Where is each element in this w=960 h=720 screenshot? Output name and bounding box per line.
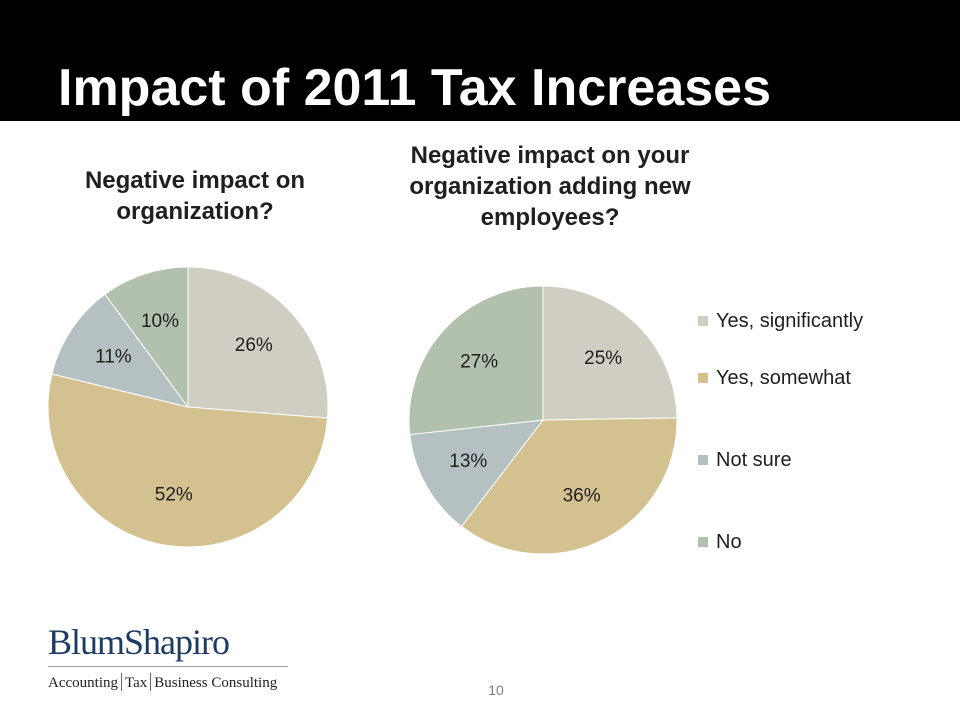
pie-slice-no: [408, 285, 544, 436]
data-label-not-sure: 11%: [95, 346, 132, 367]
legend-label: Yes, somewhat: [716, 366, 851, 389]
page-number: 10: [488, 682, 504, 698]
pie-slice-yes-somewhat: [47, 373, 329, 548]
company-logo: BlumShapiro Accounting Tax Business Consul…: [48, 622, 288, 692]
data-label-yes-significantly: 25%: [584, 348, 622, 369]
legend-item-yes-significantly: Yes, significantly: [698, 305, 938, 337]
chart-legend: Yes, significantly Yes, somewhat Not sur…: [698, 305, 938, 583]
chart-title-organization-impact: Negative impact on organization?: [84, 167, 306, 225]
legend-label: Yes, significantly: [716, 309, 864, 332]
pie-slice-yes-significantly: [542, 285, 678, 421]
pie-slice-not-sure: [51, 293, 190, 408]
legend-swatch: [698, 316, 708, 326]
tagline-tax: Tax: [124, 675, 148, 691]
data-label-not-sure: 13%: [449, 451, 487, 472]
pie-slice-not-sure: [409, 419, 545, 528]
pie-chart-new-employees-impact: 25% 36% 13% 27%: [408, 285, 678, 555]
legend-swatch: [698, 537, 708, 547]
data-label-yes-somewhat: 36%: [563, 486, 601, 507]
legend-swatch: [698, 373, 708, 383]
legend-item-no: No: [698, 501, 938, 583]
legend-label: Not sure: [716, 448, 792, 471]
title-bar: Impact of 2011 Tax Increases: [0, 0, 960, 121]
chart-title-new-employees-impact: Negative impact on your organization add…: [409, 142, 691, 231]
legend-label: No: [716, 530, 742, 553]
pie-slice-yes-somewhat: [460, 417, 678, 555]
tagline-divider: [150, 673, 152, 691]
legend-item-not-sure: Not sure: [698, 419, 938, 501]
legend-swatch: [698, 455, 708, 465]
logo-wordmark: BlumShapiro: [48, 622, 230, 662]
data-label-yes-somewhat: 52%: [155, 485, 193, 506]
data-label-no: 27%: [460, 352, 498, 373]
logo-tagline: Accounting Tax Business Consulting: [48, 666, 288, 692]
tagline-business-consulting: Business Consulting: [154, 675, 278, 691]
data-label-no: 10%: [141, 311, 179, 332]
data-label-yes-significantly: 26%: [235, 335, 273, 356]
pie-slice-yes-significantly: [187, 266, 329, 419]
slide-title: Impact of 2011 Tax Increases: [58, 59, 771, 117]
pie-chart-organization-impact: 26% 52% 11% 10%: [47, 266, 329, 548]
pie-slice-no: [104, 266, 189, 409]
tagline-divider: [120, 673, 122, 691]
legend-item-yes-somewhat: Yes, somewhat: [698, 337, 938, 419]
tagline-accounting: Accounting: [48, 675, 118, 691]
